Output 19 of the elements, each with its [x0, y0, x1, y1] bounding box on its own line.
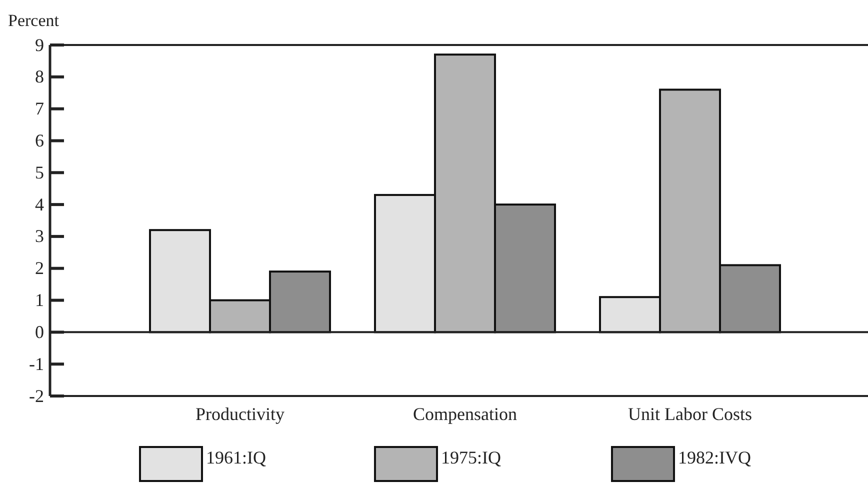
y-tick-label: -2	[29, 386, 44, 406]
y-tick-label: 8	[35, 66, 44, 87]
y-tick-label: 6	[35, 130, 44, 150]
y-tick-label: 4	[35, 194, 44, 214]
y-tick-label: 0	[35, 322, 44, 342]
y-tick-label: 1	[35, 290, 44, 310]
y-tick-label: 5	[35, 162, 44, 182]
y-tick-label: 3	[35, 226, 44, 246]
x-tick-label: Productivity	[196, 404, 284, 424]
x-tick-label: Compensation	[413, 404, 517, 424]
legend-label: 1982:IVQ	[678, 447, 751, 468]
y-axis-title: Percent	[8, 11, 60, 30]
legend-label: 1975:IQ	[441, 447, 501, 468]
y-tick-label: 7	[35, 98, 44, 119]
x-tick-label: Unit Labor Costs	[628, 404, 752, 424]
legend-label: 1961:IQ	[206, 447, 266, 468]
y-tick-label: -1	[29, 354, 44, 374]
y-tick-label: 9	[35, 34, 44, 55]
y-tick-label: 2	[35, 258, 44, 278]
